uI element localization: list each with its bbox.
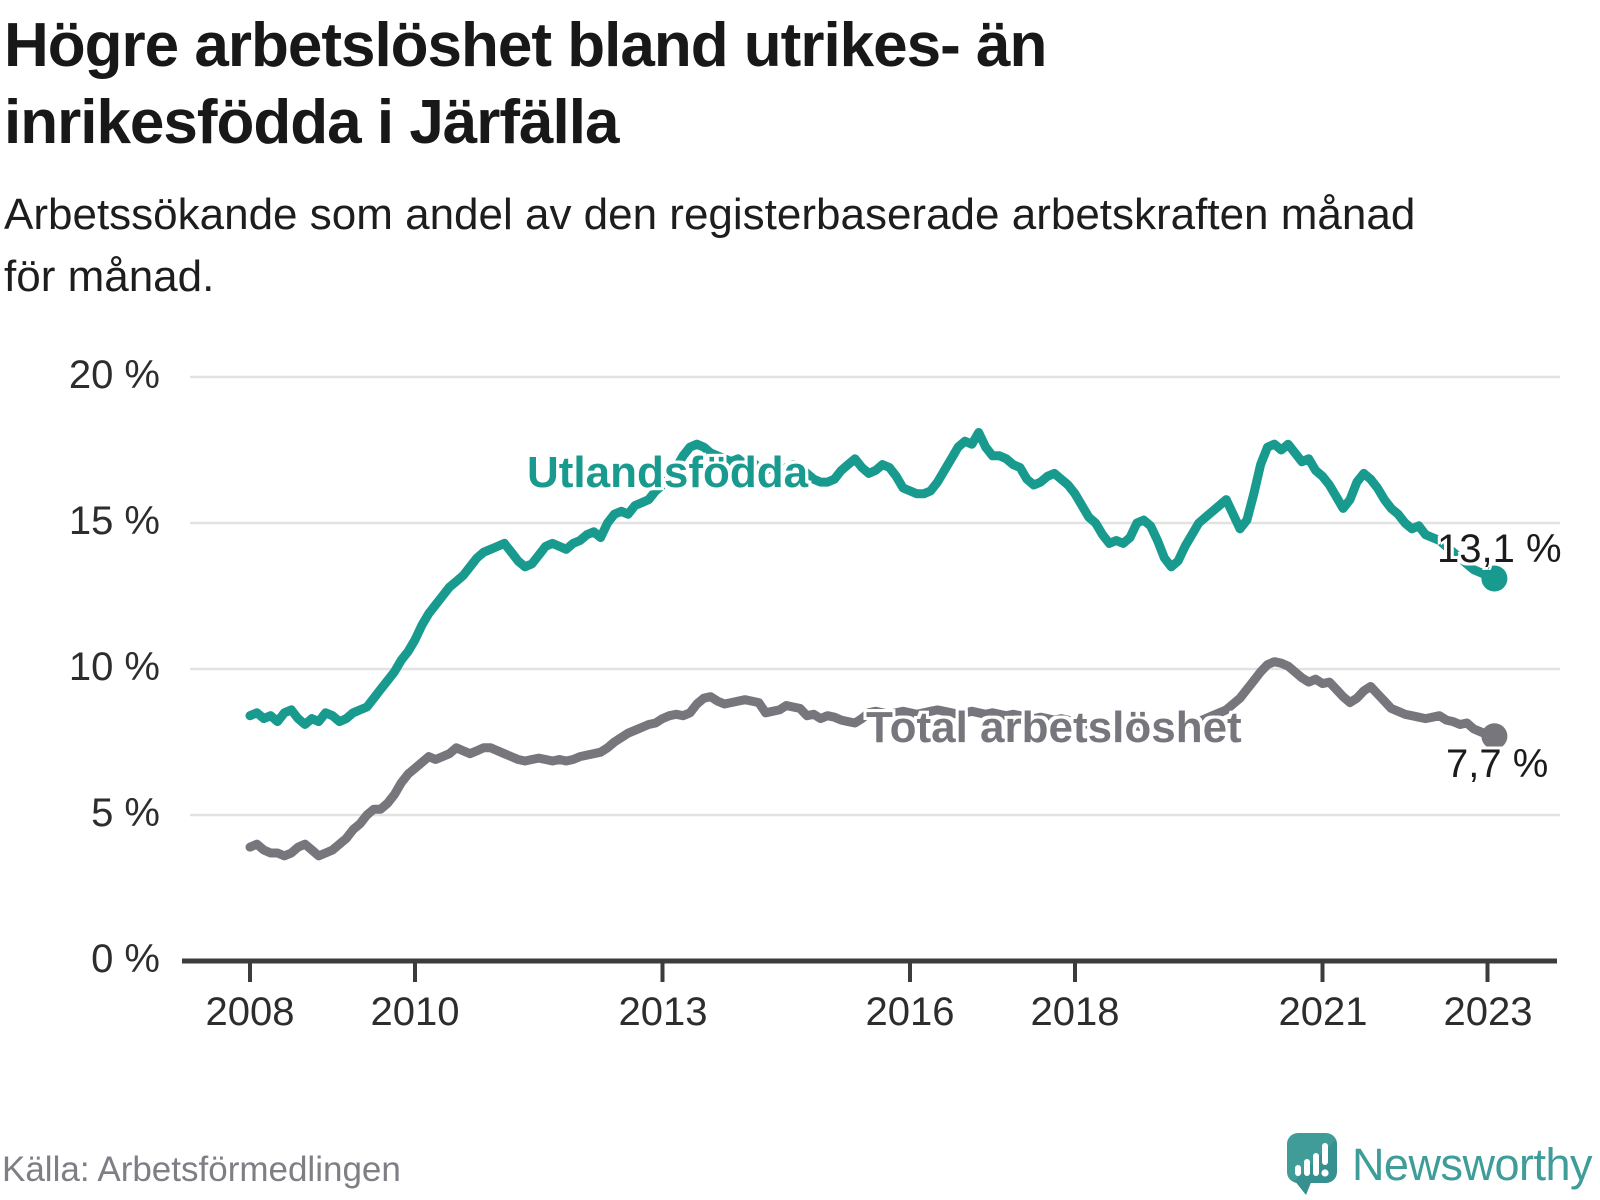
newsworthy-brand: Newsworthy (1286, 1132, 1593, 1196)
newsworthy-wordmark: Newsworthy (1351, 1138, 1593, 1190)
y-tick-label-5: 5 % (91, 791, 160, 835)
title-line-2: inrikesfödda i Järfälla (4, 87, 619, 157)
y-tick-label-15: 15 % (68, 499, 160, 543)
y-tick-label-10: 10 % (68, 645, 160, 689)
source-note: Källa: Arbetsförmedlingen (2, 1150, 401, 1189)
chart-subtitle: Arbetssökande som andel av den registerb… (4, 184, 1564, 309)
x-tick-label-2018: 2018 (1030, 990, 1120, 1034)
x-tick-label-2008: 2008 (205, 990, 295, 1034)
x-tick-label-2021: 2021 (1278, 990, 1368, 1034)
x-tick-label-2023: 2023 (1443, 990, 1533, 1034)
series-line-utlandsfodda (245, 428, 1499, 729)
series-label-utlandsfodda: Utlandsfödda (527, 448, 809, 497)
title-line-1: Högre arbetslöshet bland utrikes- än (4, 11, 1047, 80)
y-tick-label-20: 20 % (68, 353, 160, 397)
page-title: Högre arbetslöshet bland utrikes- än inr… (4, 8, 1564, 162)
series-label-total: Total arbetslöshet (866, 703, 1242, 752)
newsworthy-logo-icon (1286, 1132, 1338, 1196)
x-tick-label-2010: 2010 (370, 990, 460, 1034)
series-end-dot-total (1481, 723, 1508, 750)
series-line-total (245, 657, 1499, 861)
x-tick-label-2013: 2013 (618, 990, 708, 1034)
subtitle-line-1: Arbetssökande som andel av den registerb… (4, 190, 1416, 239)
subtitle-line-2: för månad. (4, 252, 215, 302)
end-value-label-total: 7,7 % (1446, 742, 1549, 786)
y-tick-label-0: 0 % (91, 937, 160, 981)
x-tick-label-2016: 2016 (865, 990, 955, 1034)
series-end-dot-utlandsfodda (1481, 565, 1508, 592)
end-value-label-utlandsfodda: 13,1 % (1437, 527, 1562, 571)
